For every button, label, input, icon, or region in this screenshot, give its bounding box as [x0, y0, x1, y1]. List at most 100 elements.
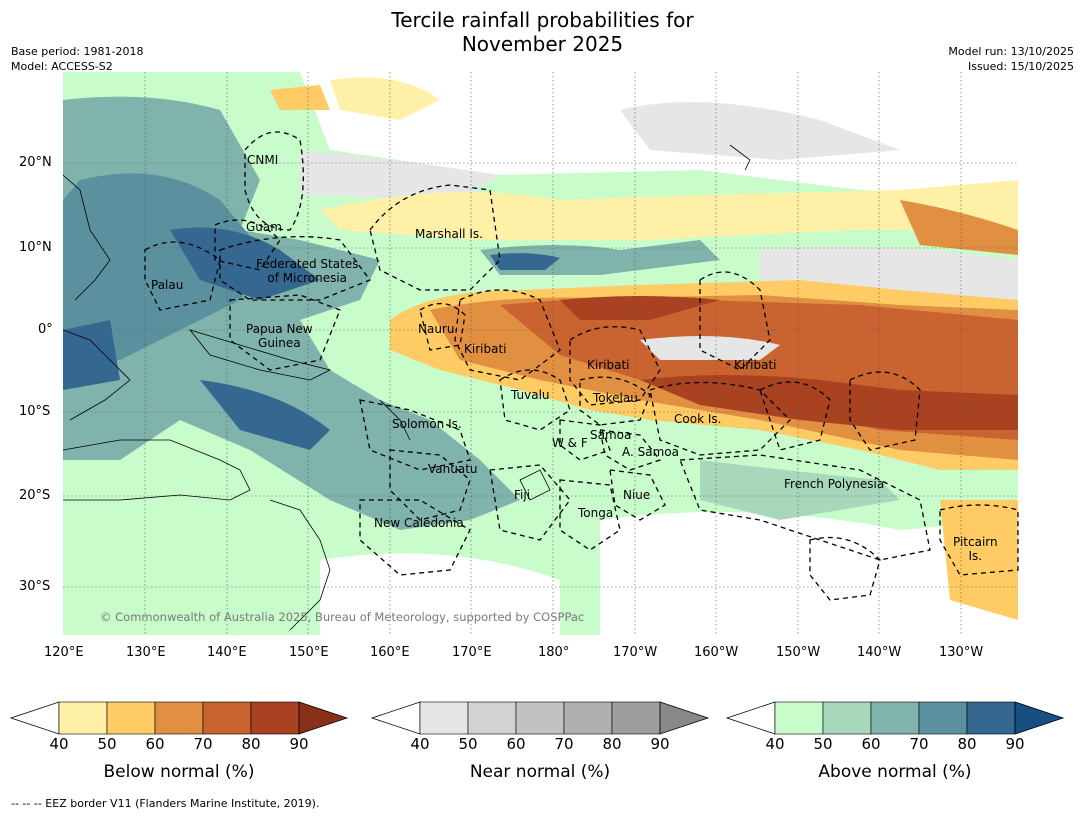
colorbar-segment: [966, 701, 1016, 735]
lon-label-130e: 130°E: [126, 645, 166, 660]
lon-label-120e: 120°E: [44, 645, 84, 660]
colorbars: [9, 701, 1065, 735]
colorbar-segment: [467, 701, 517, 735]
lon-label-140e: 140°E: [207, 645, 247, 660]
colorbar-extend-high: [298, 701, 349, 735]
colorbar-tick-label: 40: [765, 735, 785, 753]
colorbar-extend-high: [1014, 701, 1065, 735]
place-label-fiji: Fiji: [514, 488, 531, 502]
place-label-kiribati-central: Kiribati: [587, 358, 630, 372]
lon-label-130w: 130°W: [939, 645, 984, 660]
place-label-micronesia: Federated States of Micronesia: [256, 257, 359, 285]
lat-label-10s: 10°S: [19, 404, 51, 419]
place-label-palau: Palau: [151, 278, 184, 292]
place-label-guam: Guam: [246, 220, 282, 234]
colorbar-tick-label: 60: [861, 735, 881, 753]
copyright-notice: © Commonwealth of Australia 2025, Bureau…: [100, 610, 585, 624]
place-label-vanuatu: Vanuatu: [428, 462, 478, 476]
colorbar-tick-label: 40: [410, 735, 430, 753]
lon-label-160w: 160°W: [694, 645, 739, 660]
colorbar-tick-label: 50: [458, 735, 478, 753]
colorbar-tick-label: 40: [49, 735, 69, 753]
place-label-marshall: Marshall Is.: [415, 227, 483, 241]
meta-model: Model: ACCESS-S2: [11, 60, 113, 73]
colorbar-segment: [563, 701, 613, 735]
place-label-french-polynesia: French Polynesia: [784, 477, 885, 491]
place-label-tuvalu: Tuvalu: [511, 388, 550, 402]
place-label-tokelau: Tokelau: [593, 391, 638, 405]
lon-label-160e: 160°E: [370, 645, 410, 660]
colorbar-tick-label: 50: [97, 735, 117, 753]
meta-issued: Issued: 15/10/2025: [967, 60, 1074, 73]
colorbar-tick-label: 80: [241, 735, 261, 753]
colorbar-tick-label: 90: [650, 735, 670, 753]
eez-borders: [144, 131, 1019, 601]
colorbar-tick-label: 50: [813, 735, 833, 753]
colorbar-tick-label: 90: [289, 735, 309, 753]
colorbar-below-normal: [9, 701, 349, 735]
lat-label-20s: 20°S: [19, 488, 51, 503]
colorbar-segment: [774, 701, 824, 735]
lon-label-180: 180°: [538, 645, 570, 660]
colorbar-extend-low: [725, 701, 776, 735]
place-label-tonga: Tonga: [578, 506, 614, 520]
coastlines: [63, 144, 751, 631]
place-label-kiribati-east: Kiribati: [734, 358, 777, 372]
colorbar-segment: [918, 701, 968, 735]
colorbar-extend-low: [370, 701, 421, 735]
lon-label-140w: 140°W: [857, 645, 902, 660]
place-label-american-samoa: A. Samoa: [622, 445, 679, 459]
rainfall-map: [63, 72, 1019, 635]
colorbar-tick-label: 90: [1005, 735, 1025, 753]
colorbar-extend-high: [659, 701, 710, 735]
place-label-samoa: Samoa: [590, 428, 632, 442]
colorbar-segment: [202, 701, 252, 735]
colorbar-near-normal: [370, 701, 710, 735]
lon-label-170w: 170°W: [613, 645, 658, 660]
colorbar-extend-low: [9, 701, 60, 735]
lon-label-150e: 150°E: [289, 645, 329, 660]
place-label-new-caledonia: New Caledonia: [374, 516, 464, 530]
meta-model-run: Model run: 13/10/2025: [948, 45, 1074, 58]
colorbar-tick-label: 80: [602, 735, 622, 753]
colorbar-segment: [822, 701, 872, 735]
colorbar-tick-label: 70: [554, 735, 574, 753]
colorbar-tick-label: 80: [957, 735, 977, 753]
colorbar-segment: [611, 701, 661, 735]
colorbar-label-above: Above normal (%): [818, 762, 972, 782]
colorbar-above-normal: [725, 701, 1065, 735]
map-fill-layer: [63, 72, 1018, 635]
colorbar-segment: [106, 701, 156, 735]
colorbar-segment: [419, 701, 469, 735]
lat-label-30s: 30°S: [19, 579, 51, 594]
colorbar-label-below: Below normal (%): [103, 762, 255, 782]
colorbar-label-near: Near normal (%): [469, 762, 611, 782]
lon-label-150w: 150°W: [776, 645, 821, 660]
map-title-line2: November 2025: [461, 32, 624, 56]
graticule: [63, 72, 1018, 635]
place-label-png: Papua New Guinea: [246, 322, 313, 350]
lat-label-0: 0°: [38, 322, 53, 337]
lon-label-170e: 170°E: [452, 645, 492, 660]
place-label-kiribati-west: Kiribati: [464, 342, 507, 356]
place-label-wallis-futuna: W & F: [552, 436, 588, 450]
place-label-pitcairn: Pitcairn Is.: [953, 535, 998, 563]
colorbar-segment: [250, 701, 300, 735]
meta-base-period: Base period: 1981-2018: [11, 45, 144, 58]
colorbar-tick-label: 70: [909, 735, 929, 753]
colorbar-segment: [515, 701, 565, 735]
place-label-cook-islands: Cook Is.: [674, 412, 722, 426]
lat-label-10n: 10°N: [19, 240, 52, 255]
map-title-line1: Tercile rainfall probabilities for: [391, 8, 694, 32]
place-label-niue: Niue: [623, 488, 651, 502]
eez-footnote: -- -- -- EEZ border V11 (Flanders Marine…: [11, 797, 320, 810]
colorbar-segment: [58, 701, 108, 735]
colorbar-segment: [154, 701, 204, 735]
colorbar-tick-label: 60: [145, 735, 165, 753]
place-label-solomon: Solomon Is.: [392, 417, 462, 431]
lat-label-20n: 20°N: [19, 155, 52, 170]
colorbar-tick-label: 60: [506, 735, 526, 753]
colorbar-segment: [870, 701, 920, 735]
place-label-nauru: Nauru: [418, 322, 455, 336]
place-label-cnmi: CNMI: [247, 153, 279, 167]
